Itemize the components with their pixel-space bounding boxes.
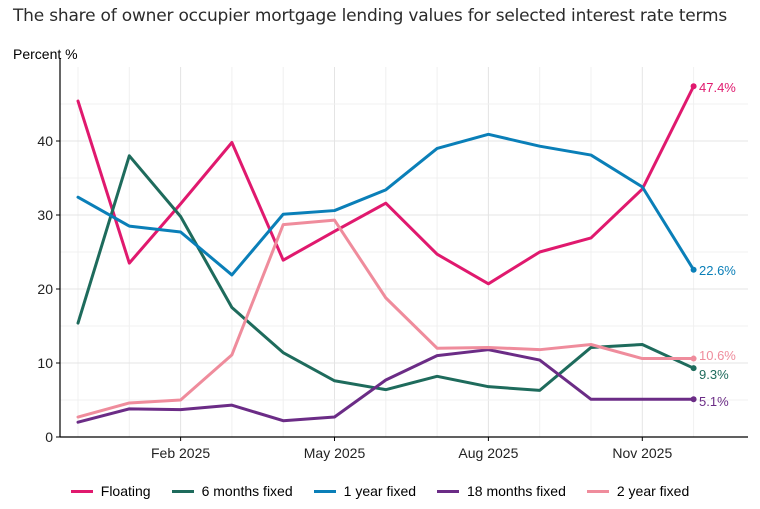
legend-label: Floating [100,483,151,499]
series-end-label: 22.6% [699,263,736,278]
series-line [76,348,696,424]
series-end-point [690,83,697,90]
legend-item: 1 year fixed [313,483,417,499]
series-end-point [690,355,697,362]
x-tick-label: Aug 2025 [458,445,518,461]
y-tick-label: 20 [37,281,53,297]
series-end-point [690,396,697,403]
y-tick-label: 10 [37,355,53,371]
chart-legend: Floating 6 months fixed 1 year fixed 18 mon… [0,483,760,499]
series-end-label: 5.1% [699,394,729,409]
series-line [76,84,696,286]
legend-item: 6 months fixed [171,483,293,499]
legend-item: 2 year fixed [586,483,690,499]
legend-item: 18 months fixed [437,483,566,499]
legend-label: 18 months fixed [467,483,566,499]
series-end-point [690,365,697,372]
legend-swatch [70,489,93,493]
series-end-point [690,266,697,273]
series-line [76,132,696,277]
series-end-label: 47.4% [699,80,736,95]
y-tick-label: 30 [37,207,53,223]
legend-label: 2 year fixed [616,483,690,499]
x-tick-label: Nov 2025 [612,445,672,461]
legend-label: 6 months fixed [201,483,293,499]
series-line [76,218,696,419]
y-axis-label: Percent % [13,46,78,62]
legend-item: Floating [70,483,151,499]
legend-swatch [437,489,460,493]
y-tick-label: 40 [37,133,53,149]
x-tick-label: Feb 2025 [151,445,210,461]
y-tick-label: 0 [45,429,53,445]
series-line [76,154,696,392]
legend-swatch [313,489,336,493]
chart-title: The share of owner occupier mortgage len… [13,6,728,26]
legend-swatch [586,489,609,493]
legend-swatch [171,489,194,493]
legend-label: 1 year fixed [343,483,417,499]
x-tick-label: May 2025 [304,445,366,461]
series-end-label: 10.6% [699,348,736,363]
series-end-label: 9.3% [699,367,729,382]
